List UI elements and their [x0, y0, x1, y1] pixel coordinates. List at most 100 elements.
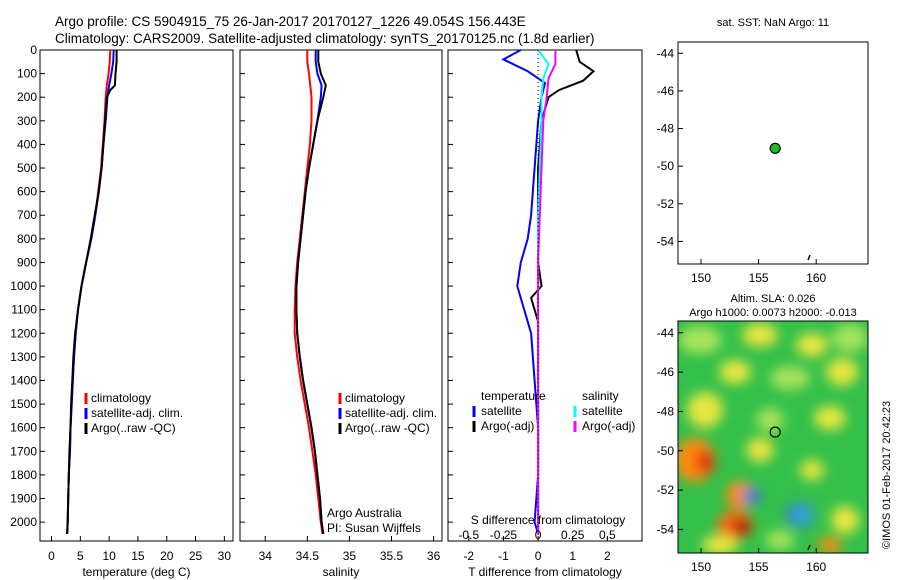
legend-label: satellite-adj. clim. — [91, 406, 183, 420]
y-tick-label: 2000 — [10, 515, 37, 529]
x-tick-label: 1 — [569, 549, 576, 563]
heatmap-blob — [687, 392, 723, 428]
x-axis-label: T difference from climatology — [468, 565, 622, 579]
y-tick-label: 1400 — [10, 373, 37, 387]
coastline-fragment — [807, 254, 811, 261]
map-x-tick-label: 160 — [806, 560, 826, 574]
x-tick-label: 10 — [102, 549, 116, 563]
x-tick-label: 2 — [604, 549, 611, 563]
y-tick-label: 1000 — [10, 279, 37, 293]
heatmap-blob — [796, 333, 828, 357]
map-y-tick-label: -46 — [657, 84, 675, 98]
x-tick-label: 34 — [259, 549, 273, 563]
legend-label: salinity — [582, 389, 619, 403]
argo-position-marker — [769, 426, 781, 438]
heatmap-blob — [702, 535, 738, 553]
map-y-tick-label: -48 — [657, 122, 675, 136]
y-tick-label: 300 — [17, 114, 37, 128]
series-argo-raw-qc- — [295, 50, 327, 535]
series-climatology — [293, 50, 324, 535]
map-y-tick-label: -52 — [657, 197, 675, 211]
heatmap-blob — [766, 530, 794, 550]
map-y-tick-label: -46 — [657, 365, 675, 379]
header-line2: Climatology: CARS2009. Satellite-adjuste… — [55, 31, 595, 46]
map-y-tick-label: -44 — [657, 46, 675, 60]
y-tick-label: 500 — [17, 161, 37, 175]
y-tick-label: 1500 — [10, 397, 37, 411]
panel2-frame — [239, 49, 443, 542]
legend-label: Argo(-adj) — [481, 419, 534, 433]
x-tick-label: -1 — [498, 549, 509, 563]
legend-label: satellite-adj. clim. — [345, 406, 437, 420]
heatmap-blob — [794, 509, 810, 521]
heatmap-blob — [756, 408, 784, 432]
x-tick-label: -2 — [463, 549, 474, 563]
map-y-tick-label: -44 — [657, 326, 675, 340]
x-axis-label: temperature (deg C) — [82, 565, 190, 579]
legend-label: Argo(-adj) — [582, 419, 635, 433]
x-tick-label: 5 — [77, 549, 84, 563]
x-tick-label: 20 — [160, 549, 174, 563]
panel3-frame — [447, 49, 643, 542]
map-y-tick-label: -54 — [657, 234, 675, 248]
y-tick-label: 1900 — [10, 492, 37, 506]
x-tick-label: 25 — [189, 549, 203, 563]
map-x-tick-label: 155 — [749, 271, 769, 285]
legend-label: climatology — [91, 391, 151, 405]
annotation-text: Argo Australia — [327, 506, 402, 520]
x-tick-label: 35.5 — [380, 549, 404, 563]
top-tick-label: 0.5 — [599, 528, 616, 542]
y-tick-label: 1600 — [10, 421, 37, 435]
coastline-fragment — [807, 544, 811, 551]
map-y-tick-label: -50 — [657, 159, 675, 173]
top-axis-label: S difference from climatology — [471, 513, 626, 527]
top-tick-label: -0.25 — [490, 528, 518, 542]
map-y-tick-label: -54 — [657, 522, 675, 536]
series-climatology — [66, 49, 112, 534]
heatmap-blob — [719, 360, 751, 384]
heatmap-blob — [814, 406, 846, 430]
y-tick-label: 600 — [17, 185, 37, 199]
heatmap-blob — [732, 519, 752, 535]
side-credit: ©IMOS 01-Feb-2017 20:42:23 — [881, 401, 893, 549]
map-x-tick-label: 150 — [691, 560, 711, 574]
x-tick-label: 30 — [218, 549, 232, 563]
heatmap-blob — [695, 450, 715, 474]
legend-label: Argo(..raw -QC) — [345, 421, 430, 435]
y-tick-label: 1800 — [10, 468, 37, 482]
x-tick-label: 36 — [427, 549, 441, 563]
legend-label: Argo(..raw -QC) — [91, 421, 176, 435]
y-tick-label: 1300 — [10, 350, 37, 364]
sla-map-subtitle: Argo h1000: 0.0073 h2000: -0.013 — [689, 307, 857, 319]
heatmap-blob — [742, 488, 762, 504]
sst-map-title: sat. SST: NaN Argo: 11 — [717, 17, 829, 29]
heatmap-blobs — [678, 323, 868, 553]
map-y-tick-label: -52 — [657, 483, 675, 497]
sst-map-frame — [677, 41, 869, 265]
y-tick-label: 100 — [17, 67, 37, 81]
heatmap-blob — [770, 366, 810, 390]
legend-label: climatology — [345, 391, 405, 405]
series-satellite-adj-clim- — [66, 49, 115, 534]
argo-position-marker — [769, 142, 781, 154]
heatmap-blob — [818, 537, 842, 553]
x-tick-label: 0 — [535, 549, 542, 563]
y-tick-label: 800 — [17, 232, 37, 246]
top-tick-label: -0.5 — [458, 528, 479, 542]
series-argo-raw-qc- — [66, 50, 118, 534]
series-salinity-argo-adj- — [537, 50, 557, 534]
y-tick-label: 0 — [30, 43, 37, 57]
map-y-tick-label: -48 — [657, 404, 675, 418]
x-axis-label: salinity — [323, 565, 360, 579]
map-x-tick-label: 150 — [691, 271, 711, 285]
y-tick-label: 200 — [17, 90, 37, 104]
heatmap-blob — [800, 460, 824, 480]
y-tick-label: 1100 — [11, 303, 37, 317]
heatmap-blob — [832, 324, 868, 352]
legend-label: satellite — [582, 404, 623, 418]
panel1-frame — [39, 49, 234, 542]
x-tick-label: 15 — [131, 549, 145, 563]
sla-map-title: Altim. SLA: 0.026 — [731, 293, 816, 305]
heatmap-blob — [678, 326, 722, 354]
